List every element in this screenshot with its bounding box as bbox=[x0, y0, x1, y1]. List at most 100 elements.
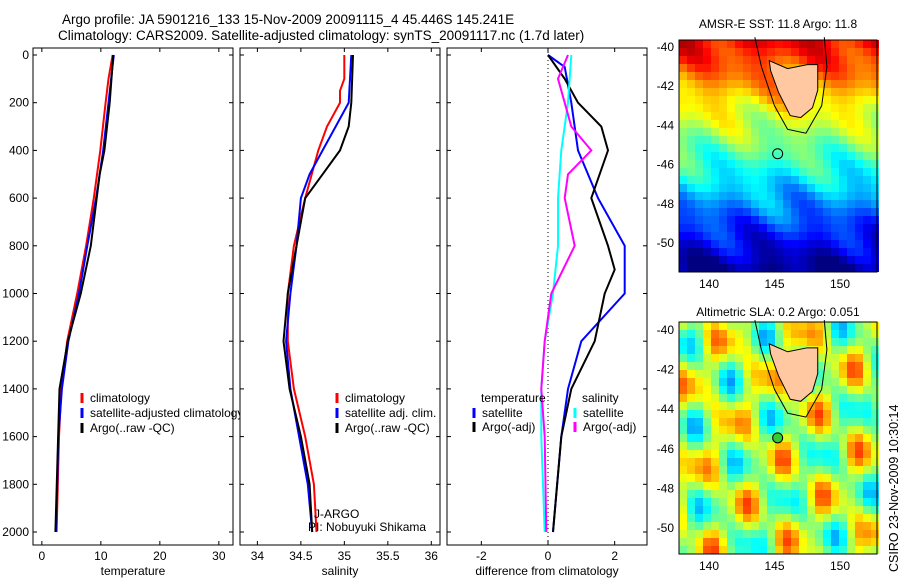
map-cell bbox=[695, 434, 703, 442]
map-cell bbox=[855, 104, 863, 112]
map-cell bbox=[711, 216, 719, 224]
map-cell bbox=[719, 144, 727, 152]
map-lon-label: 145 bbox=[764, 277, 784, 291]
map-cell bbox=[807, 458, 815, 466]
map-cell bbox=[863, 64, 871, 72]
map-cell bbox=[863, 434, 871, 442]
map-cell bbox=[863, 264, 871, 272]
map-cell bbox=[783, 530, 791, 538]
map-cell bbox=[839, 546, 847, 554]
map-cell bbox=[711, 506, 719, 514]
map-cell bbox=[679, 346, 687, 354]
map-cell bbox=[855, 264, 863, 272]
map-cell bbox=[839, 88, 847, 96]
map-cell bbox=[711, 434, 719, 442]
map-cell bbox=[815, 104, 823, 112]
map-cell bbox=[839, 370, 847, 378]
map-cell bbox=[807, 136, 815, 144]
map-cell bbox=[751, 240, 759, 248]
map-cell bbox=[703, 264, 711, 272]
map-cell bbox=[863, 362, 871, 370]
map-cell bbox=[711, 200, 719, 208]
map-cell bbox=[735, 176, 743, 184]
map-cell bbox=[823, 426, 831, 434]
map-lat-label: -40 bbox=[657, 323, 675, 337]
map-cell bbox=[863, 498, 871, 506]
map-cell bbox=[775, 120, 783, 128]
map-cell bbox=[751, 216, 759, 224]
map-cell bbox=[703, 168, 711, 176]
map-cell bbox=[783, 176, 791, 184]
map-cell bbox=[759, 216, 767, 224]
map-cell bbox=[679, 216, 687, 224]
map-cell bbox=[759, 160, 767, 168]
map-cell bbox=[863, 466, 871, 474]
map-cell bbox=[759, 192, 767, 200]
map-cell bbox=[823, 546, 831, 554]
map-cell bbox=[807, 56, 815, 64]
map-cell bbox=[679, 466, 687, 474]
map-cell bbox=[847, 522, 855, 530]
map-cell bbox=[735, 72, 743, 80]
map-cell bbox=[783, 466, 791, 474]
map-cell bbox=[855, 434, 863, 442]
map-cell bbox=[727, 256, 735, 264]
map-cell bbox=[767, 490, 775, 498]
map-cell bbox=[679, 64, 687, 72]
map-cell bbox=[743, 386, 751, 394]
map-cell bbox=[847, 120, 855, 128]
map-cell bbox=[735, 168, 743, 176]
map-cell bbox=[855, 136, 863, 144]
x-tick-label: 0 bbox=[39, 549, 46, 563]
map-cell bbox=[791, 322, 799, 330]
map-cell bbox=[847, 136, 855, 144]
map-cell bbox=[815, 176, 823, 184]
map-cell bbox=[695, 48, 703, 56]
map-cell bbox=[719, 506, 727, 514]
argo-location-marker bbox=[772, 148, 784, 160]
map-cell bbox=[767, 176, 775, 184]
map-cell bbox=[751, 354, 759, 362]
map-cell bbox=[799, 48, 807, 56]
map-cell bbox=[711, 240, 719, 248]
map-cell bbox=[735, 442, 743, 450]
map-cell bbox=[695, 346, 703, 354]
map-cell bbox=[831, 136, 839, 144]
x-tick-label: 36 bbox=[425, 549, 439, 563]
map-cell bbox=[695, 410, 703, 418]
series-line-salinity-satellite bbox=[540, 54, 573, 533]
map-cell bbox=[767, 248, 775, 256]
map-cell bbox=[799, 168, 807, 176]
map-cell bbox=[807, 402, 815, 410]
map-cell bbox=[719, 232, 727, 240]
map-cell bbox=[775, 538, 783, 546]
map-cell bbox=[847, 256, 855, 264]
map-cell bbox=[855, 72, 863, 80]
map-cell bbox=[871, 442, 879, 450]
map-cell bbox=[751, 474, 759, 482]
map-cell bbox=[727, 538, 735, 546]
map-cell bbox=[863, 232, 871, 240]
map-cell bbox=[815, 40, 823, 48]
map-cell bbox=[759, 322, 767, 330]
map-cell bbox=[775, 498, 783, 506]
map-cell bbox=[727, 474, 735, 482]
map-cell bbox=[855, 394, 863, 402]
map-cell bbox=[855, 112, 863, 120]
map-cell bbox=[815, 184, 823, 192]
map-cell bbox=[735, 216, 743, 224]
map-cell bbox=[735, 522, 743, 530]
map-cell bbox=[823, 160, 831, 168]
map-cell bbox=[759, 386, 767, 394]
map-cell bbox=[823, 232, 831, 240]
map-cell bbox=[855, 56, 863, 64]
map-cell bbox=[719, 56, 727, 64]
map-cell bbox=[711, 56, 719, 64]
map-lat-label: -46 bbox=[657, 158, 675, 172]
map-cell bbox=[711, 96, 719, 104]
map-cell bbox=[703, 386, 711, 394]
map-cell bbox=[871, 208, 879, 216]
map-cell bbox=[871, 354, 879, 362]
map-cell bbox=[687, 152, 695, 160]
map-cell bbox=[799, 40, 807, 48]
